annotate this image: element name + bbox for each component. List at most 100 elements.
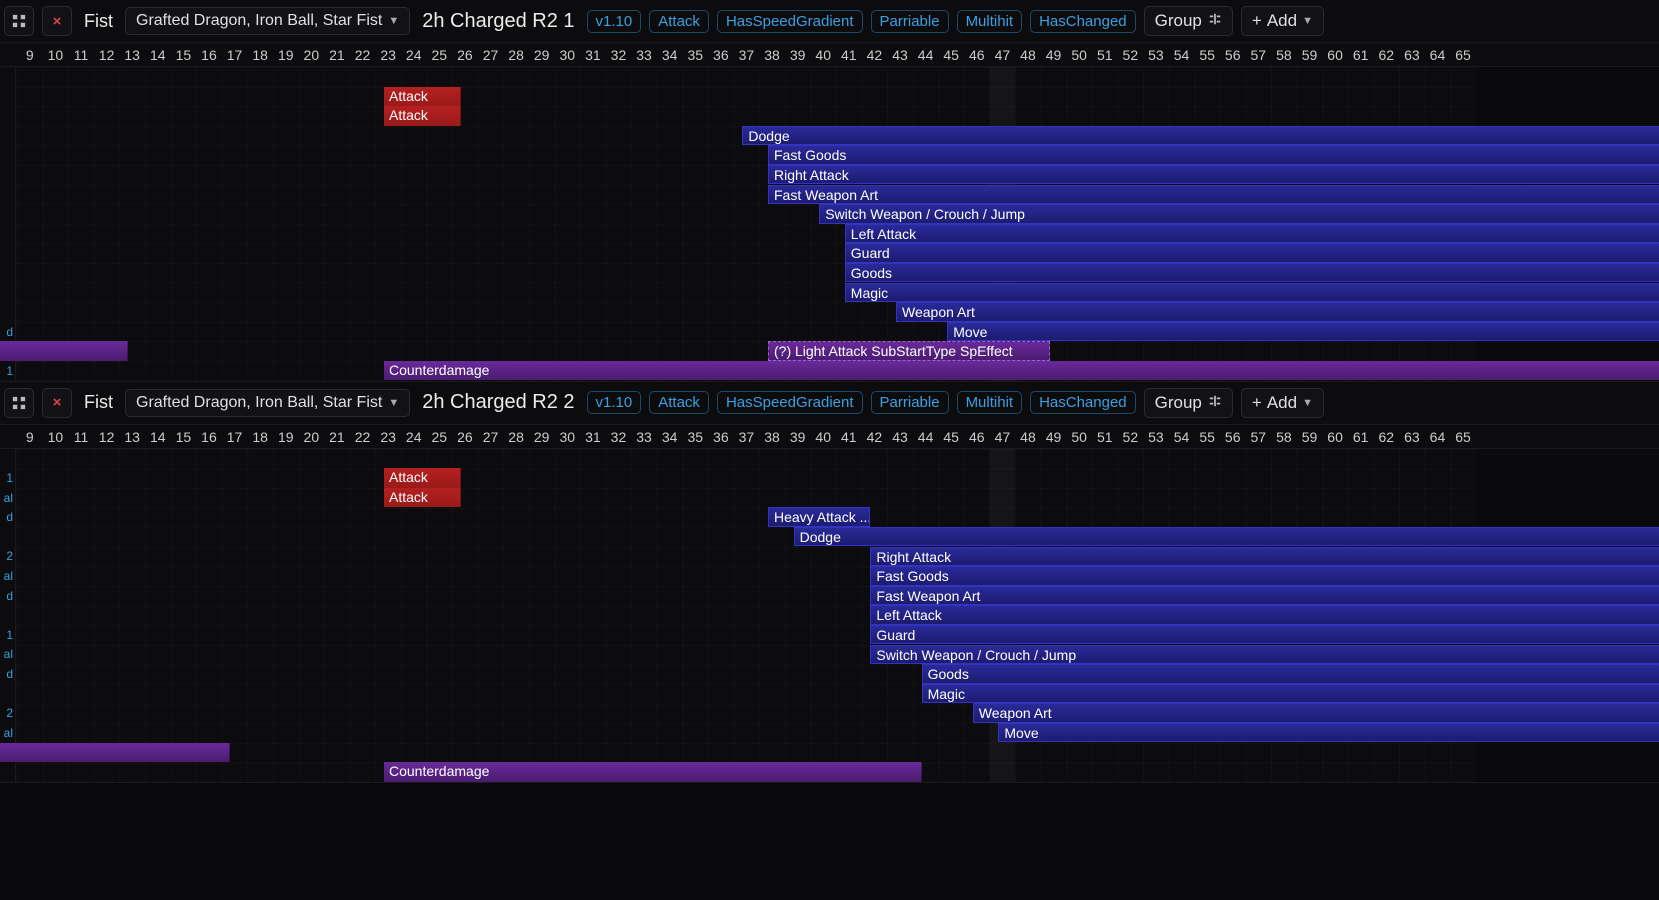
collapse-button[interactable] xyxy=(4,388,34,418)
weapons-dropdown[interactable]: Grafted Dragon, Iron Ball, Star Fist▼ xyxy=(125,7,410,35)
chevron-down-icon: ▼ xyxy=(1302,15,1313,27)
ruler-tick: 24 xyxy=(401,425,427,448)
timeline[interactable]: 1ald2ald1ald2aldAttackAttackHeavy Attack… xyxy=(0,449,1476,782)
add-button[interactable]: +Add▼ xyxy=(1241,6,1324,36)
timeline-bar[interactable]: (?) Light Attack SubStartType SpEffect xyxy=(768,341,1050,360)
ruler-tick: 19 xyxy=(273,425,299,448)
timeline-bar[interactable]: Dodge xyxy=(742,126,1659,145)
filter-tag[interactable]: Parriable xyxy=(871,391,949,414)
filter-tag[interactable]: Multihit xyxy=(957,391,1023,414)
frame-ruler[interactable]: 9101112131415161718192021222324252627282… xyxy=(0,425,1659,449)
timeline-bar[interactable]: Magic xyxy=(922,684,1659,703)
timeline-bar[interactable]: Switch Weapon / Crouch / Jump xyxy=(819,204,1659,223)
ruler-tick: 26 xyxy=(452,425,478,448)
ruler-tick: 47 xyxy=(990,43,1016,66)
ruler-tick: 34 xyxy=(657,43,683,66)
ruler-tick: 29 xyxy=(529,43,555,66)
timeline-bar[interactable]: Fast Goods xyxy=(768,145,1659,164)
timeline-bar[interactable]: Counterdamage xyxy=(384,361,1659,380)
ruler-tick: 24 xyxy=(401,43,427,66)
close-button[interactable]: × xyxy=(42,388,72,418)
version-tag[interactable]: v1.10 xyxy=(587,391,642,414)
frame-ruler[interactable]: 9101112131415161718192021222324252627282… xyxy=(0,43,1659,67)
filter-tag[interactable]: Parriable xyxy=(871,10,949,33)
gutter-label: 1 xyxy=(0,468,15,488)
ruler-tick: 49 xyxy=(1041,425,1067,448)
timeline-bar[interactable]: Weapon Art xyxy=(973,703,1659,722)
filter-tag[interactable]: Attack xyxy=(649,391,709,414)
gutter-label xyxy=(0,126,15,146)
timeline-bar[interactable]: Fast Weapon Art xyxy=(768,185,1659,204)
ruler-tick: 39 xyxy=(785,425,811,448)
filter-tag[interactable]: HasChanged xyxy=(1030,391,1136,414)
timeline-bar[interactable]: Attack xyxy=(384,106,461,125)
timeline-bar[interactable]: Goods xyxy=(922,664,1659,683)
ruler-tick: 28 xyxy=(503,43,529,66)
timeline-bar[interactable]: Guard xyxy=(870,625,1659,644)
ruler-tick: 15 xyxy=(171,425,197,448)
ruler-tick: 9 xyxy=(17,43,43,66)
timeline-bar[interactable]: Guard xyxy=(845,243,1659,262)
gutter-label: 1 xyxy=(0,361,15,381)
timeline-bar[interactable]: Weapon Art xyxy=(896,302,1659,321)
ruler-tick: 32 xyxy=(606,425,632,448)
group-button[interactable]: Group xyxy=(1144,388,1233,418)
timeline-bar[interactable]: Attack xyxy=(384,87,461,106)
timeline-bar[interactable]: Right Attack xyxy=(768,165,1659,184)
ruler-tick: 35 xyxy=(682,425,708,448)
gutter-label xyxy=(0,605,15,625)
timeline-bar[interactable]: Fast Weapon Art xyxy=(870,586,1659,605)
timeline-bar[interactable]: Dodge xyxy=(794,527,1659,546)
ruler-tick: 12 xyxy=(94,43,120,66)
timeline-bar[interactable]: Left Attack xyxy=(845,224,1659,243)
ruler-tick: 30 xyxy=(554,43,580,66)
gutter-label: al xyxy=(0,566,15,586)
timeline-bar[interactable]: Right Attack xyxy=(870,547,1659,566)
timeline-bar[interactable]: Heavy Attack ... xyxy=(768,507,870,526)
filter-tag[interactable]: HasSpeedGradient xyxy=(717,10,863,33)
timeline-bar[interactable]: Attack xyxy=(384,468,461,487)
ruler-tick: 55 xyxy=(1194,425,1220,448)
group-button[interactable]: Group xyxy=(1144,6,1233,36)
ruler-tick: 60 xyxy=(1322,43,1348,66)
filter-tag[interactable]: Multihit xyxy=(957,10,1023,33)
ruler-tick: 14 xyxy=(145,425,171,448)
weapon-class: Fist xyxy=(80,392,117,413)
plus-icon: + xyxy=(1252,393,1262,413)
chevron-down-icon: ▼ xyxy=(388,15,399,27)
ruler-tick: 9 xyxy=(17,425,43,448)
timeline-bar[interactable]: Switch Weapon / Crouch / Jump xyxy=(870,645,1659,664)
ruler-tick: 31 xyxy=(580,425,606,448)
filter-tag[interactable]: Attack xyxy=(649,10,709,33)
close-button[interactable]: × xyxy=(42,6,72,36)
timeline-bar[interactable]: Move xyxy=(998,723,1659,742)
group-label: Group xyxy=(1155,393,1202,413)
weapons-dropdown[interactable]: Grafted Dragon, Iron Ball, Star Fist▼ xyxy=(125,389,410,417)
version-tag[interactable]: v1.10 xyxy=(587,10,642,33)
ruler-tick: 51 xyxy=(1092,43,1118,66)
gutter-label xyxy=(0,87,15,107)
ruler-tick: 40 xyxy=(810,43,836,66)
timeline-bar[interactable]: Attack xyxy=(384,488,461,507)
filter-tag[interactable]: HasChanged xyxy=(1030,10,1136,33)
group-label: Group xyxy=(1155,11,1202,31)
add-button[interactable]: +Add▼ xyxy=(1241,388,1324,418)
gutter-label xyxy=(0,762,15,782)
ruler-tick: 22 xyxy=(350,425,376,448)
timeline-bar[interactable] xyxy=(0,341,128,360)
timeline-bar[interactable]: Magic xyxy=(845,283,1659,302)
timeline[interactable]: d1AttackAttackDodgeFast GoodsRight Attac… xyxy=(0,67,1476,381)
gutter-label: d xyxy=(0,586,15,606)
ruler-tick: 26 xyxy=(452,43,478,66)
filter-tag[interactable]: HasSpeedGradient xyxy=(717,391,863,414)
timeline-bar[interactable]: Fast Goods xyxy=(870,566,1659,585)
timeline-bar[interactable]: Left Attack xyxy=(870,605,1659,624)
timeline-bar[interactable]: e to Uncharged xyxy=(0,743,230,762)
timeline-bar[interactable]: Counterdamage xyxy=(384,762,922,781)
ruler-tick: 52 xyxy=(1118,425,1144,448)
timeline-bar[interactable]: Goods xyxy=(845,263,1659,282)
ruler-tick: 53 xyxy=(1143,425,1169,448)
collapse-button[interactable] xyxy=(4,6,34,36)
gutter-label xyxy=(0,185,15,205)
timeline-bar[interactable]: Move xyxy=(947,322,1659,341)
